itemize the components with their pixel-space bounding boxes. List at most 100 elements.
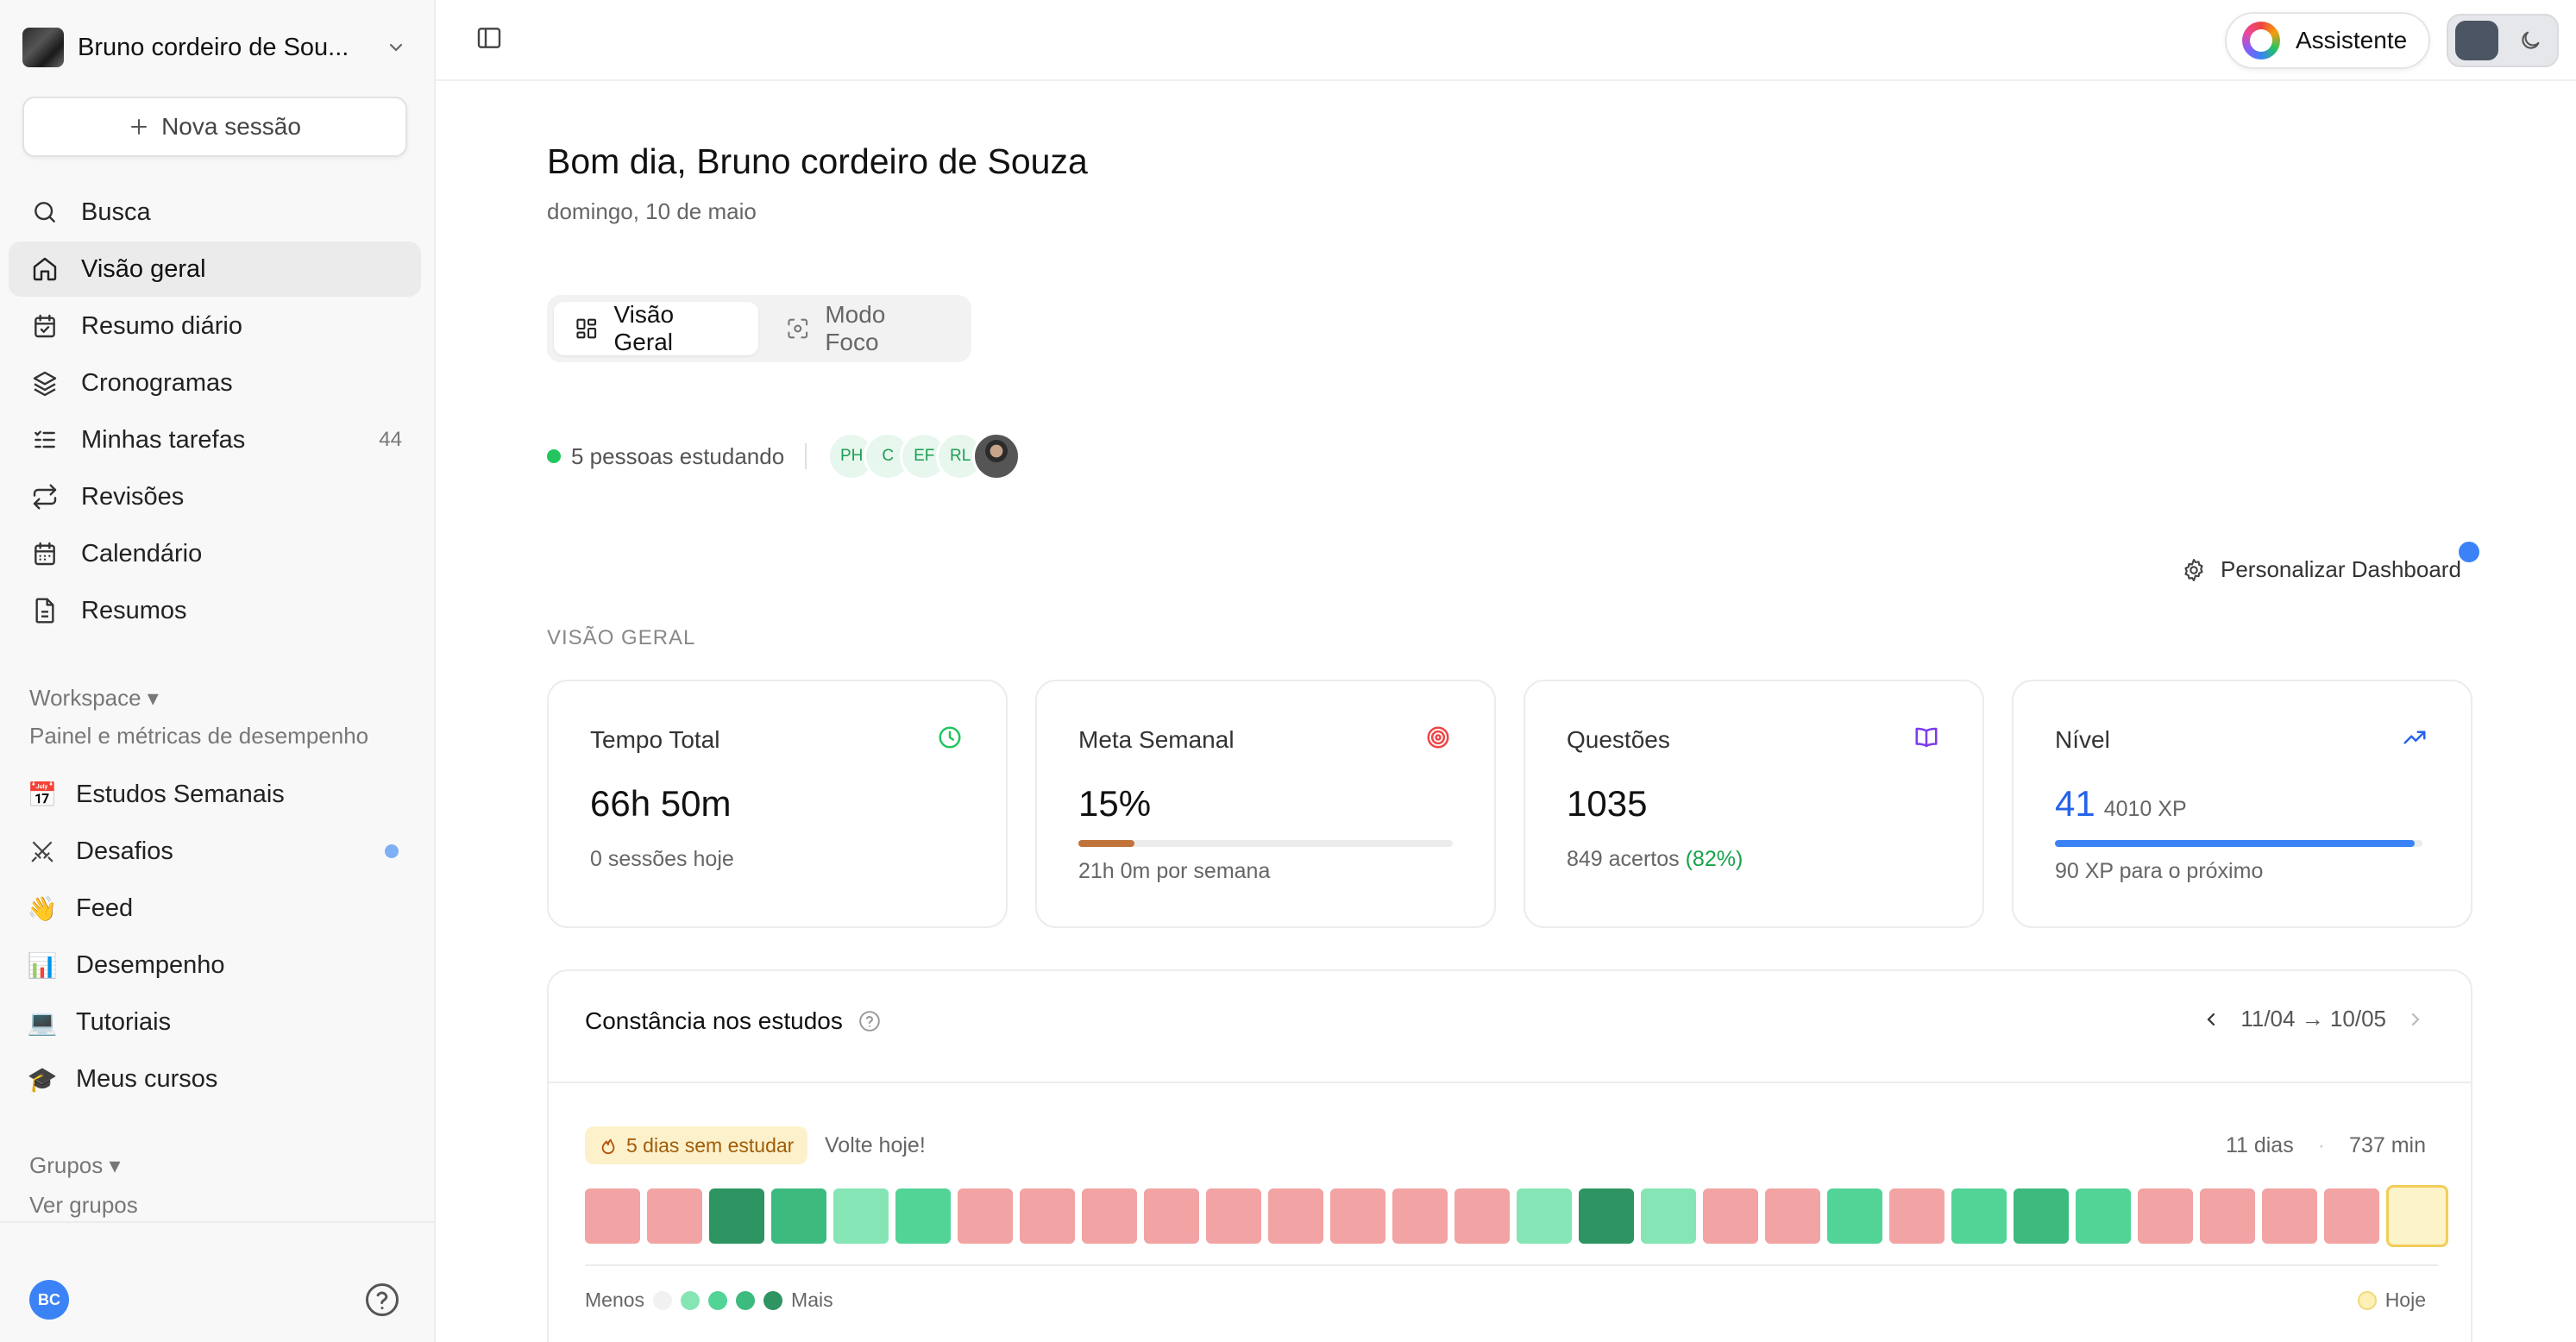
assistant-label: Assistente	[2296, 27, 2408, 53]
card-title: Tempo Total	[590, 726, 720, 753]
heatmap-cell[interactable]	[1827, 1188, 1882, 1244]
groups-section-toggle[interactable]: Grupos ▾	[29, 1152, 121, 1178]
tab-label: Visão Geral	[613, 301, 675, 355]
chevron-right-icon[interactable]	[2405, 1009, 2426, 1030]
heatmap-cell[interactable]	[1020, 1188, 1075, 1244]
heatmap-cell[interactable]	[647, 1188, 702, 1244]
sidebar-item-cronogramas[interactable]: Cronogramas	[9, 355, 421, 411]
assistant-button[interactable]: Assistente	[2225, 12, 2430, 69]
repeat-icon	[29, 481, 60, 512]
file-text-icon	[29, 595, 60, 626]
heatmap-cell[interactable]	[2324, 1188, 2379, 1244]
card-title: Questões	[1567, 726, 1670, 753]
card-value: 41 4010 XP	[2055, 783, 2187, 825]
sidebar-item-revisoes[interactable]: Revisões	[9, 469, 421, 524]
tab-modo-foco[interactable]: Modo Foco	[765, 301, 964, 355]
heatmap-cell[interactable]	[833, 1188, 889, 1244]
sidebar-item-resumo-diario[interactable]: Resumo diário	[9, 298, 421, 354]
heatmap-cell[interactable]	[1703, 1188, 1758, 1244]
workspace-name: Bruno cordeiro de Sou...	[78, 33, 349, 61]
study-minutes: 737 min	[2349, 1133, 2426, 1157]
heatmap-cell[interactable]	[1765, 1188, 1820, 1244]
heatmap-cell[interactable]	[1330, 1188, 1385, 1244]
customize-dashboard-button[interactable]: Personalizar Dashboard	[2181, 556, 2461, 583]
workspace-item-label: Desempenho	[76, 950, 225, 979]
heatmap-cell[interactable]	[1889, 1188, 1945, 1244]
heatmap-cell[interactable]	[1144, 1188, 1199, 1244]
card-subtitle: 90 XP para o próximo	[2055, 859, 2264, 883]
legend-less: Menos	[585, 1289, 645, 1311]
heatmap-cell[interactable]	[958, 1188, 1013, 1244]
heatmap-cell[interactable]	[1454, 1188, 1510, 1244]
help-icon[interactable]	[364, 1282, 400, 1318]
heatmap-cell[interactable]	[2076, 1188, 2131, 1244]
presence-text: 5 pessoas estudando	[571, 442, 785, 469]
workspace-item-meus-cursos[interactable]: 🎓 Meus cursos	[9, 1050, 421, 1107]
workspace-item-tutoriais[interactable]: 💻 Tutoriais	[9, 994, 421, 1050]
wave-emoji-icon: 👋	[27, 894, 58, 922]
computer-emoji-icon: 💻	[27, 1008, 58, 1036]
new-session-button[interactable]: Nova sessão	[22, 97, 407, 157]
heatmap-cell[interactable]	[1951, 1188, 2007, 1244]
heatmap-cell[interactable]	[2262, 1188, 2317, 1244]
heatmap	[585, 1185, 2448, 1247]
sidebar-item-busca[interactable]: Busca	[9, 185, 421, 240]
heatmap-cell[interactable]	[709, 1188, 764, 1244]
workspace-item-label: Estudos Semanais	[76, 780, 285, 808]
avatar-photo[interactable]	[972, 432, 1021, 480]
date-range: 11/04 → 10/05	[2240, 1006, 2386, 1032]
help-circle-icon[interactable]	[858, 1010, 881, 1032]
xp-total: 4010 XP	[2103, 797, 2187, 821]
streak-badge: 5 dias sem estudar	[585, 1126, 808, 1164]
workspace-item-desafios[interactable]: Desafios	[9, 823, 421, 880]
topbar: Assistente	[436, 0, 2576, 81]
streak-text: 5 dias sem estudar	[626, 1133, 795, 1157]
consistency-title: Constância nos estudos	[585, 1007, 881, 1035]
heatmap-cell[interactable]	[1579, 1188, 1634, 1244]
workspace-item-feed[interactable]: 👋 Feed	[9, 880, 421, 937]
heatmap-cell[interactable]	[2200, 1188, 2255, 1244]
workspace-avatar	[22, 28, 64, 67]
heatmap-cell[interactable]	[771, 1188, 826, 1244]
presence-avatars: PH C EF RL	[827, 432, 1021, 480]
heatmap-cell[interactable]	[1517, 1188, 1572, 1244]
divider	[805, 443, 807, 469]
heatmap-cell[interactable]	[895, 1188, 951, 1244]
heatmap-cell[interactable]	[1082, 1188, 1137, 1244]
sidebar-item-label: Calendário	[81, 539, 203, 568]
heatmap-cell-today[interactable]	[2386, 1185, 2448, 1247]
workspace-section-toggle[interactable]: Workspace ▾	[29, 685, 159, 711]
avatar[interactable]: EF	[900, 432, 949, 480]
workspace-item-estudos-semanais[interactable]: 📅 Estudos Semanais	[9, 766, 421, 823]
comeback-message: Volte hoje!	[825, 1133, 926, 1157]
view-groups-link[interactable]: Ver grupos	[29, 1192, 138, 1218]
stat-separator: ·	[2317, 1133, 2326, 1157]
tab-visao-geral[interactable]: Visão Geral	[554, 301, 758, 355]
sidebar-toggle-icon[interactable]	[475, 24, 506, 55]
card-subtitle: 0 sessões hoje	[590, 847, 734, 871]
legend-swatch	[763, 1290, 783, 1310]
sidebar-item-calendario[interactable]: Calendário	[9, 526, 421, 581]
heatmap-cell[interactable]	[585, 1188, 640, 1244]
card-meta-semanal: Meta Semanal 15% 21h 0m por semana	[1035, 680, 1496, 928]
card-value: 66h 50m	[590, 783, 732, 824]
sidebar-item-visao-geral[interactable]: Visão geral	[9, 241, 421, 297]
chevron-left-icon[interactable]	[2201, 1009, 2221, 1030]
user-avatar[interactable]: BC	[29, 1280, 69, 1320]
heatmap-cell[interactable]	[2014, 1188, 2069, 1244]
sidebar-item-label: Cronogramas	[81, 368, 233, 397]
workspace-item-desempenho[interactable]: 📊 Desempenho	[9, 937, 421, 994]
consistency-stats: 11 dias · 737 min	[2226, 1133, 2426, 1158]
heatmap-cell[interactable]	[1392, 1188, 1448, 1244]
sidebar-item-minhas-tarefas[interactable]: Minhas tarefas 44	[9, 412, 421, 467]
heatmap-cell[interactable]	[1641, 1188, 1696, 1244]
current-date: domingo, 10 de maio	[547, 198, 757, 224]
heatmap-cell[interactable]	[1206, 1188, 1261, 1244]
card-nivel: Nível 41 4010 XP 90 XP para o próximo	[2012, 680, 2472, 928]
workspace-switcher[interactable]: Bruno cordeiro de Sou...	[22, 28, 411, 67]
sidebar-item-resumos[interactable]: Resumos	[9, 583, 421, 638]
workspace-item-label: Meus cursos	[76, 1064, 218, 1093]
heatmap-cell[interactable]	[1268, 1188, 1323, 1244]
theme-toggle[interactable]	[2447, 14, 2559, 67]
heatmap-cell[interactable]	[2138, 1188, 2193, 1244]
